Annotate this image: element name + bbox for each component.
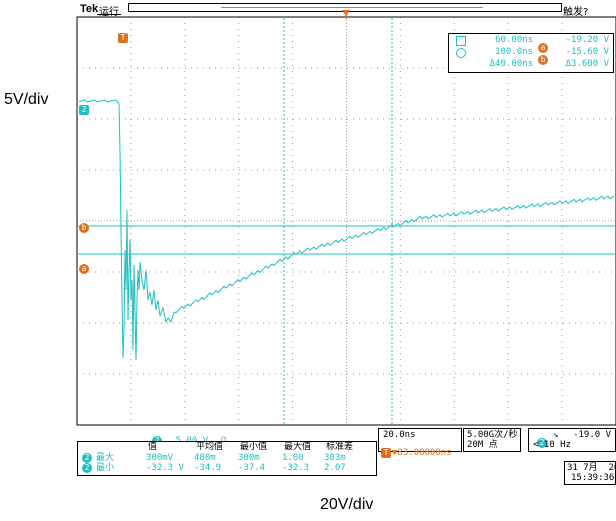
timebase-panel[interactable]: 20.0ns T ▼83.00000ns	[378, 428, 462, 458]
trigger-position-marker[interactable]: T	[118, 25, 128, 44]
acquisition-panel[interactable]: 5.00G次/秒 20M 点	[463, 428, 521, 452]
graticule	[77, 17, 616, 425]
cursor-a-time: 60.00ns	[495, 35, 533, 45]
run-state-underline	[97, 14, 121, 15]
measurement-cell: 480m	[194, 453, 216, 463]
measurement-row-label: 最小	[96, 463, 115, 473]
bottom-scale-annotation: 20V/div	[320, 496, 374, 513]
measurement-row-label: 最大	[96, 453, 115, 463]
scope-header: Tek 运行 触发?	[80, 0, 616, 18]
cursor-b-voltage: -15.60 V	[565, 47, 609, 57]
measurement-channel-badge: 2	[82, 453, 92, 463]
record-view-window	[221, 7, 483, 8]
run-state-label: 运行	[99, 7, 119, 18]
measurement-table: 值 平均值 最小值 最大值 标准差 2 最大 300mV 480m 300m 1.00 303m 2…	[77, 441, 377, 476]
trigger-slope-icon: ↘	[553, 430, 559, 440]
cursor-square-icon	[456, 36, 466, 46]
measurement-cell: 300mV	[146, 453, 174, 463]
measurement-header-cell: 标准差	[326, 442, 354, 452]
measurement-cell: 2.07	[324, 463, 346, 473]
measurement-cell: -34.9	[194, 463, 222, 473]
measurement-cell: -32.3 V	[146, 463, 184, 473]
cursor-circle-icon	[456, 48, 466, 58]
trigger-level: -19.0 V	[573, 430, 611, 440]
cursor-b-badge: b	[538, 47, 548, 66]
datetime-panel: 31 7月 2017 15:39:36	[564, 461, 616, 485]
cursor-a-badge: a	[538, 35, 548, 54]
measurement-row-min: 2 最小 -32.3 V -34.9 -37.4 -32.3 2.07	[78, 463, 376, 474]
trigger-source: 2	[537, 430, 547, 449]
measurement-cell: 300m	[238, 453, 260, 463]
cursor-b-marker[interactable]: b	[79, 215, 89, 234]
left-scale-annotation: 5V/div	[4, 91, 49, 108]
trigger-panel[interactable]: 2 ↘ -19.0 V < 10 Hz	[528, 428, 616, 452]
measurement-cell: -37.4	[238, 463, 266, 473]
date-label: 31 7月 2017	[567, 463, 616, 473]
record-length: 20M 点	[467, 440, 498, 450]
measurement-header-cell: 最小值	[240, 442, 268, 452]
measurement-header-cell: 值	[148, 442, 158, 452]
measurement-header-cell: 平均值	[196, 442, 224, 452]
measurement-cell: 1.00	[282, 453, 304, 463]
brand-logo: Tek	[80, 3, 99, 15]
sample-rate: 5.00G次/秒	[467, 430, 518, 440]
trigger-hf-reject: < 10 Hz	[533, 440, 571, 450]
measurement-cell: -32.3	[282, 463, 310, 473]
channel-2-ground-marker[interactable]: 2	[79, 97, 89, 116]
channel-2-scale-readout[interactable]: 2 5.00 V Ω	[152, 428, 236, 446]
channel-2-waveform	[78, 99, 615, 361]
trigger-time-marker[interactable]	[342, 10, 350, 16]
cursor-a-voltage: -19.20 V	[565, 35, 609, 45]
cursor-b-time: 100.0ns	[495, 47, 533, 57]
trigger-status-label: 触发?	[563, 7, 589, 18]
measurement-header-row: 值 平均值 最小值 最大值 标准差	[78, 442, 376, 453]
measurement-row-max: 2 最大 300mV 480m 300m 1.00 303m	[78, 453, 376, 464]
time-label: 15:39:36	[571, 473, 615, 483]
cursor-readout-panel: 60.00ns a -19.20 V 100.0ns b -15.60 V Δ4…	[448, 33, 614, 73]
trigger-t-icon: T	[381, 448, 391, 458]
time-per-div: 20.0ns	[383, 430, 416, 440]
trigger-position-readout: T ▼83.00000ns	[381, 440, 459, 458]
cursor-delta-voltage: Δ3.600 V	[565, 59, 609, 69]
measurement-cell: 303m	[324, 453, 346, 463]
measurement-header-cell: 最大值	[284, 442, 312, 452]
measurement-channel-badge: 2	[82, 463, 92, 473]
cursor-delta-time: Δ40.00ns	[489, 59, 533, 69]
cursor-a-marker[interactable]: a	[79, 256, 89, 275]
